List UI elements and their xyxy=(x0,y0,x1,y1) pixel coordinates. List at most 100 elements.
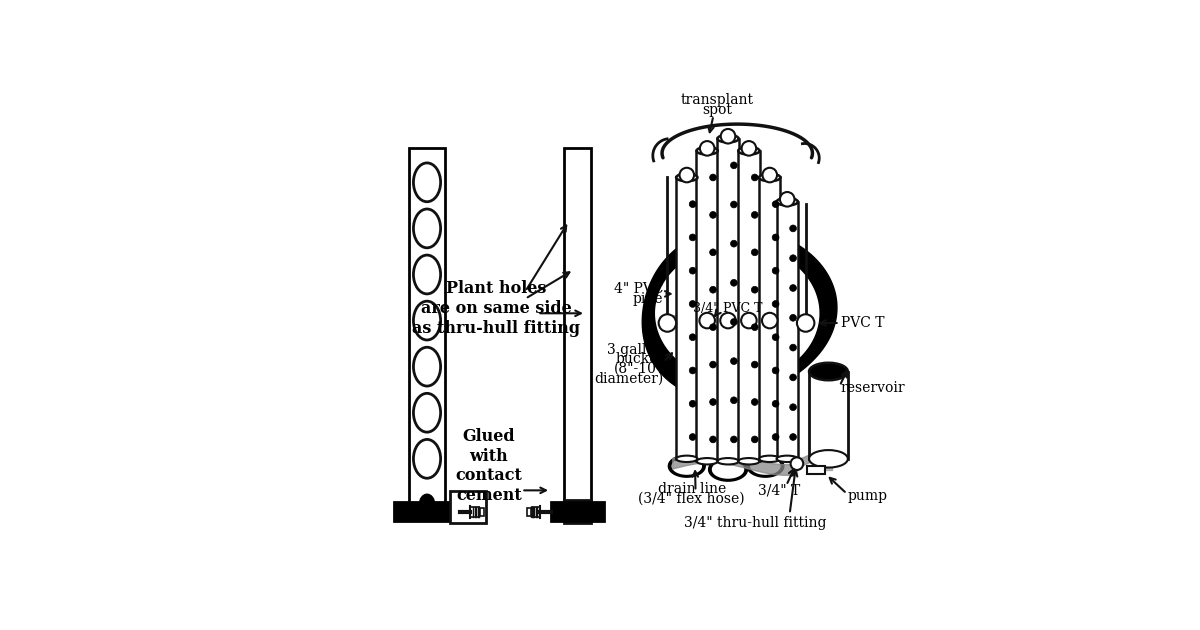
Ellipse shape xyxy=(742,313,757,328)
Ellipse shape xyxy=(780,192,794,207)
Circle shape xyxy=(731,358,737,365)
Ellipse shape xyxy=(760,455,780,462)
Ellipse shape xyxy=(659,314,676,332)
Text: 3/4" T: 3/4" T xyxy=(758,483,800,497)
Circle shape xyxy=(709,361,716,368)
Ellipse shape xyxy=(809,363,848,381)
Text: (8"-10": (8"-10" xyxy=(614,362,664,376)
Ellipse shape xyxy=(676,455,697,462)
Circle shape xyxy=(689,367,696,374)
Text: bucket: bucket xyxy=(616,352,664,367)
Ellipse shape xyxy=(414,301,440,340)
Circle shape xyxy=(751,249,758,256)
Circle shape xyxy=(773,433,779,440)
Circle shape xyxy=(773,367,779,374)
Bar xyxy=(760,178,780,459)
Circle shape xyxy=(731,201,737,208)
Circle shape xyxy=(751,361,758,368)
Polygon shape xyxy=(655,246,818,381)
Circle shape xyxy=(731,280,737,286)
Circle shape xyxy=(689,301,696,307)
Ellipse shape xyxy=(762,313,778,328)
Circle shape xyxy=(751,212,758,218)
Polygon shape xyxy=(746,455,784,477)
Circle shape xyxy=(689,334,696,341)
Circle shape xyxy=(709,436,716,443)
Ellipse shape xyxy=(718,458,739,464)
Circle shape xyxy=(689,201,696,207)
Circle shape xyxy=(773,267,779,274)
Circle shape xyxy=(731,162,737,169)
Circle shape xyxy=(773,301,779,307)
Ellipse shape xyxy=(696,458,718,464)
Circle shape xyxy=(773,400,779,407)
Circle shape xyxy=(709,324,716,331)
Polygon shape xyxy=(751,458,780,474)
Circle shape xyxy=(751,174,758,181)
Ellipse shape xyxy=(721,129,736,144)
Circle shape xyxy=(709,174,716,181)
Bar xyxy=(809,372,848,459)
Ellipse shape xyxy=(762,168,778,182)
Ellipse shape xyxy=(419,495,434,515)
Text: 3/4" thru-hull fitting: 3/4" thru-hull fitting xyxy=(684,516,827,530)
Circle shape xyxy=(689,433,696,440)
Polygon shape xyxy=(713,461,744,478)
Circle shape xyxy=(790,285,797,292)
Ellipse shape xyxy=(776,198,798,205)
Ellipse shape xyxy=(791,457,803,470)
Polygon shape xyxy=(709,458,748,481)
Bar xyxy=(718,139,739,461)
Bar xyxy=(776,202,798,459)
Circle shape xyxy=(689,234,696,241)
Ellipse shape xyxy=(718,135,739,142)
Circle shape xyxy=(790,374,797,381)
Ellipse shape xyxy=(797,314,815,332)
Text: reservoir: reservoir xyxy=(840,382,905,396)
Polygon shape xyxy=(642,228,836,399)
Circle shape xyxy=(790,433,797,440)
Circle shape xyxy=(751,324,758,331)
Ellipse shape xyxy=(414,255,440,294)
Ellipse shape xyxy=(809,450,848,467)
Circle shape xyxy=(731,319,737,325)
Circle shape xyxy=(773,334,779,341)
Text: 3/4" PVC T: 3/4" PVC T xyxy=(694,302,763,315)
Circle shape xyxy=(790,225,797,232)
Circle shape xyxy=(709,212,716,218)
Bar xyxy=(527,508,530,516)
Ellipse shape xyxy=(776,455,798,462)
Ellipse shape xyxy=(414,163,440,202)
Ellipse shape xyxy=(676,174,697,181)
Polygon shape xyxy=(668,455,706,477)
Text: 3 gallon: 3 gallon xyxy=(607,343,664,357)
Bar xyxy=(564,500,590,523)
Ellipse shape xyxy=(700,313,715,328)
Text: Plant holes
are on same side
as thru-hull fitting: Plant holes are on same side as thru-hul… xyxy=(412,280,581,336)
Bar xyxy=(409,149,445,512)
Text: transplant: transplant xyxy=(680,93,754,107)
Circle shape xyxy=(773,201,779,207)
Ellipse shape xyxy=(760,174,780,181)
Text: diameter): diameter) xyxy=(594,372,664,386)
Ellipse shape xyxy=(414,440,440,478)
Circle shape xyxy=(751,436,758,443)
Circle shape xyxy=(731,240,737,247)
Text: 4" PVC: 4" PVC xyxy=(614,282,664,296)
Text: spot: spot xyxy=(702,103,732,117)
Circle shape xyxy=(731,436,737,443)
Bar xyxy=(551,503,605,521)
Bar xyxy=(676,178,697,459)
Bar xyxy=(806,466,826,474)
Circle shape xyxy=(709,399,716,405)
Circle shape xyxy=(790,404,797,411)
Circle shape xyxy=(709,287,716,293)
Ellipse shape xyxy=(742,141,756,156)
Circle shape xyxy=(790,255,797,261)
Ellipse shape xyxy=(720,313,736,328)
Circle shape xyxy=(773,234,779,241)
Bar xyxy=(738,151,760,461)
Ellipse shape xyxy=(414,393,440,432)
Circle shape xyxy=(751,287,758,293)
Circle shape xyxy=(731,397,737,404)
